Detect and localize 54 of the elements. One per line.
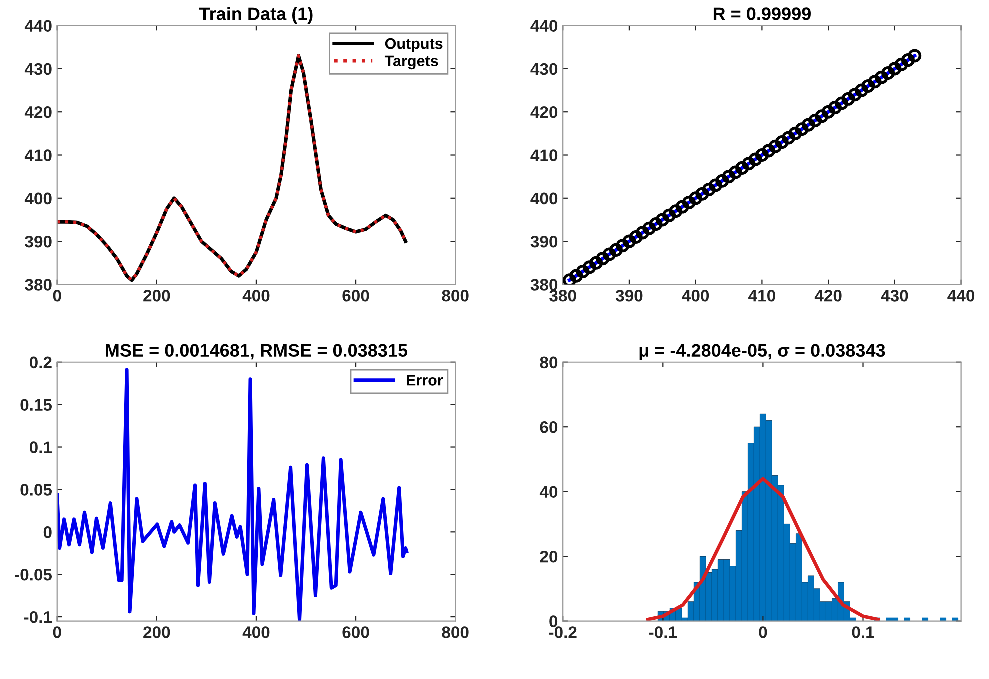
x-tick-label: 410 [748, 290, 776, 302]
x-tick-label: 400 [682, 290, 710, 302]
y-tick-label: 410 [24, 150, 52, 162]
x-tick-label: 0 [53, 290, 62, 302]
y-tick-label: 0.2 [30, 356, 52, 369]
x-tick-label: 800 [442, 626, 469, 638]
x-tick-label: 200 [144, 626, 170, 638]
y-tick-label: 420 [530, 106, 558, 118]
y-tick-label: 0 [44, 526, 52, 538]
y-tick-label: -0.05 [15, 569, 52, 581]
y-tick-label: 390 [530, 236, 558, 248]
legend-label: Outputs [385, 38, 443, 52]
x-tick-label: 420 [814, 290, 842, 302]
x-tick-label: 0 [53, 626, 62, 638]
y-tick-label: 20 [540, 550, 558, 563]
x-tick-label: 600 [342, 626, 370, 638]
x-tick-label: 440 [948, 290, 975, 302]
y-tick-label: 430 [530, 63, 558, 76]
y-tick-label: 0 [550, 616, 558, 628]
x-tick-label: 430 [881, 290, 908, 302]
y-tick-label: -0.1 [24, 611, 52, 624]
y-tick-label: 440 [530, 20, 558, 32]
x-tick-label: 400 [242, 290, 270, 302]
y-tick-label: 420 [24, 106, 52, 118]
x-tick-label: 0.1 [852, 626, 874, 638]
chart-title: Train Data (1) [199, 7, 313, 24]
chart-title: μ = -4.2804e-05, σ = 0.038343 [640, 344, 886, 360]
y-tick-label: 410 [530, 150, 558, 162]
y-tick-label: 390 [25, 236, 52, 248]
legend-label: Targets [384, 56, 438, 70]
legend-label: Error [407, 375, 444, 386]
x-tick-label: -0.2 [549, 626, 577, 638]
x-tick-label: 600 [342, 290, 370, 302]
y-tick-label: 0.15 [20, 399, 52, 412]
y-tick-label: 400 [24, 192, 52, 205]
y-tick-label: 430 [24, 63, 52, 76]
x-tick-label: 380 [550, 290, 576, 302]
chart-title: R = 0.99999 [714, 8, 811, 20]
x-tick-label: 0 [759, 626, 768, 638]
y-tick-label: 380 [25, 279, 52, 291]
x-tick-label: 800 [442, 290, 469, 302]
y-tick-label: 400 [530, 192, 558, 205]
x-tick-label: -0.1 [649, 626, 678, 638]
y-tick-label: 0.1 [30, 442, 52, 454]
chart-title: MSE = 0.0014681, RMSE = 0.038315 [106, 344, 408, 360]
y-tick-label: 60 [540, 422, 558, 434]
y-tick-label: 80 [540, 356, 558, 369]
x-tick-label: 400 [242, 626, 270, 638]
x-tick-label: 390 [616, 290, 643, 302]
y-tick-label: 380 [530, 279, 558, 291]
y-tick-label: 440 [24, 20, 52, 32]
y-tick-label: 0.05 [20, 484, 52, 496]
y-tick-label: 40 [540, 486, 558, 498]
x-tick-label: 200 [144, 290, 170, 302]
